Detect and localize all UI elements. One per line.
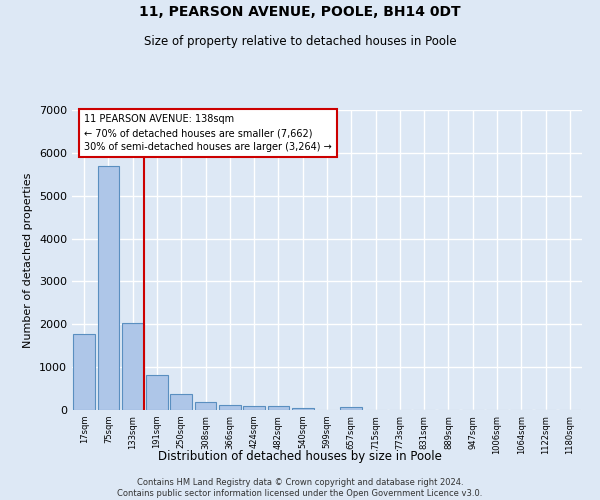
Bar <box>340 407 362 410</box>
Text: Distribution of detached houses by size in Poole: Distribution of detached houses by size … <box>158 450 442 463</box>
Bar <box>146 376 168 410</box>
Y-axis label: Number of detached properties: Number of detached properties <box>23 172 34 348</box>
Bar <box>292 408 314 410</box>
Bar <box>97 166 119 410</box>
Bar <box>194 402 217 410</box>
Bar <box>219 406 241 410</box>
Bar <box>170 394 192 410</box>
Text: Size of property relative to detached houses in Poole: Size of property relative to detached ho… <box>143 35 457 48</box>
Bar <box>122 324 143 410</box>
Bar <box>73 334 95 410</box>
Text: 11, PEARSON AVENUE, POOLE, BH14 0DT: 11, PEARSON AVENUE, POOLE, BH14 0DT <box>139 5 461 19</box>
Bar <box>268 406 289 410</box>
Bar <box>243 406 265 410</box>
Text: Contains HM Land Registry data © Crown copyright and database right 2024.
Contai: Contains HM Land Registry data © Crown c… <box>118 478 482 498</box>
Text: 11 PEARSON AVENUE: 138sqm
← 70% of detached houses are smaller (7,662)
30% of se: 11 PEARSON AVENUE: 138sqm ← 70% of detac… <box>84 114 332 152</box>
